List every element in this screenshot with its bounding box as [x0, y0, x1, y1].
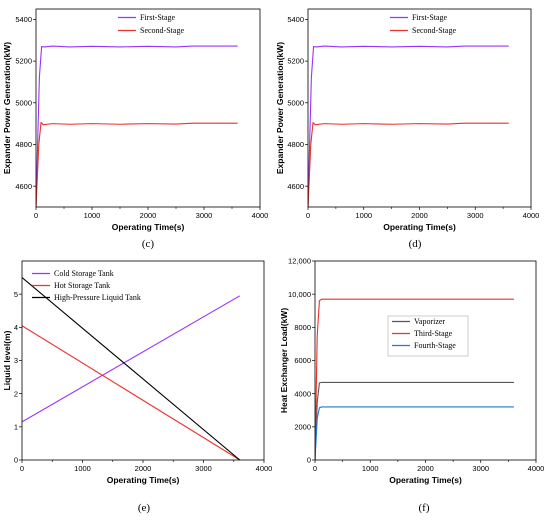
x-tick-label: 2000	[140, 211, 157, 220]
legend: First-Stage Second-Stage	[118, 13, 184, 35]
x-tick-label: 3000	[195, 464, 212, 473]
y-axis-label: Liquid level(m)	[2, 330, 12, 390]
chart-0: 0 1000 2000 3000 4000 4600 4800 5000 5200 5400 Ope…	[2, 8, 269, 250]
x-tick-label: 0	[306, 211, 310, 220]
series-group	[315, 298, 514, 460]
x-tick-label: 2000	[417, 464, 434, 473]
x-tick-label: 4000	[523, 211, 540, 220]
x-tick-label: 1000	[84, 211, 101, 220]
legend: Vaporizer Third-Stage Fourth-Stage	[387, 315, 469, 357]
series-line-0	[36, 45, 238, 207]
y-tick-label: 0	[307, 456, 311, 465]
y-tick-label: 4600	[15, 182, 32, 191]
legend-box	[387, 315, 469, 357]
x-tick-label: 0	[313, 464, 317, 473]
y-tick-label: 4600	[287, 182, 304, 191]
y-tick-label: 4800	[287, 140, 304, 149]
y-tick-label: 5200	[287, 57, 304, 66]
series-line-0	[22, 295, 241, 423]
series-line-2	[22, 277, 241, 460]
plot-frame	[307, 8, 532, 208]
plot-frame	[21, 260, 265, 461]
panel-caption: (f)	[419, 502, 430, 514]
series-line-0	[308, 45, 509, 207]
y-tick-label: 5400	[15, 15, 32, 24]
chart-2: 0 1000 2000 3000 4000 0 1 2 3 4 5 Operating Time(s)…	[2, 260, 273, 514]
x-tick-label: 1000	[362, 464, 379, 473]
x-tick-label: 0	[20, 464, 24, 473]
panel-caption: (d)	[409, 238, 422, 250]
legend-label-0: First-Stage	[140, 13, 176, 22]
x-tick-label: 4000	[528, 464, 545, 473]
series-group	[36, 45, 238, 207]
y-tick-label: 0	[14, 456, 18, 465]
series-group	[308, 45, 509, 207]
legend-label-2: High-Pressure Liquid Tank	[54, 293, 141, 302]
x-axis-label: Operating Time(s)	[112, 222, 185, 232]
panel-caption: (c)	[142, 238, 155, 250]
legend-label-1: Second-Stage	[412, 26, 456, 35]
x-tick-label: 4000	[256, 464, 273, 473]
x-tick-label: 0	[34, 211, 38, 220]
legend-label-0: Vaporizer	[414, 317, 445, 326]
series-line-1	[308, 122, 509, 207]
series-line-1	[36, 122, 238, 207]
legend: Cold Storage Tank Hot Storage Tank High-Pr…	[32, 269, 141, 302]
series-line-1	[22, 325, 241, 460]
chart-1: 0 1000 2000 3000 4000 4600 4800 5000 5200 5400 Ope…	[275, 8, 540, 250]
x-axis-label: Operating Time(s)	[383, 222, 456, 232]
y-tick-label: 6000	[294, 356, 311, 365]
x-tick-label: 2000	[411, 211, 428, 220]
y-tick-label: 8000	[294, 323, 311, 332]
plot-frame	[314, 260, 537, 461]
x-axis-label: Operating Time(s)	[107, 475, 180, 485]
y-tick-label: 5000	[15, 98, 32, 107]
x-tick-label: 4000	[252, 211, 269, 220]
x-tick-label: 2000	[135, 464, 152, 473]
legend: First-Stage Second-Stage	[390, 13, 456, 35]
x-axis-label: Operating Time(s)	[389, 475, 462, 485]
y-tick-label: 5200	[15, 57, 32, 66]
x-tick-label: 3000	[472, 464, 489, 473]
y-tick-label: 5400	[287, 15, 304, 24]
y-axis-label: Expander Power Generation(kW)	[2, 42, 12, 174]
chart-3: 0 1000 2000 3000 4000 0 2000 4000 6000 8000 10,000…	[279, 257, 544, 514]
x-tick-label: 3000	[467, 211, 484, 220]
y-tick-label: 4000	[294, 389, 311, 398]
legend-label-0: Cold Storage Tank	[54, 269, 114, 278]
x-tick-label: 3000	[196, 211, 213, 220]
y-tick-label: 3	[14, 356, 18, 365]
y-axis-label: Heat Exchanger Load(kW)	[279, 308, 289, 413]
legend-label-1: Third-Stage	[414, 329, 453, 338]
y-tick-label: 2	[14, 389, 18, 398]
x-tick-label: 1000	[74, 464, 91, 473]
x-tick-label: 1000	[355, 211, 372, 220]
y-tick-label: 2000	[294, 422, 311, 431]
legend-label-2: Fourth-Stage	[414, 341, 456, 350]
plot-frame	[35, 8, 261, 208]
y-tick-label: 5	[14, 290, 18, 299]
y-tick-label: 1	[14, 422, 18, 431]
legend-label-0: First-Stage	[412, 13, 448, 22]
series-group	[22, 277, 241, 460]
series-line-2	[315, 406, 514, 460]
legend-label-1: Hot Storage Tank	[54, 281, 110, 290]
y-tick-label: 4	[14, 323, 18, 332]
series-line-0	[315, 381, 514, 460]
y-axis-label: Expander Power Generation(kW)	[275, 42, 285, 174]
y-tick-label: 5000	[287, 98, 304, 107]
series-line-1	[315, 298, 514, 460]
y-tick-label: 4800	[15, 140, 32, 149]
y-tick-label: 10,000	[288, 290, 311, 299]
legend-label-1: Second-Stage	[140, 26, 184, 35]
panel-caption: (e)	[138, 502, 151, 514]
y-tick-label: 12,000	[288, 257, 311, 266]
